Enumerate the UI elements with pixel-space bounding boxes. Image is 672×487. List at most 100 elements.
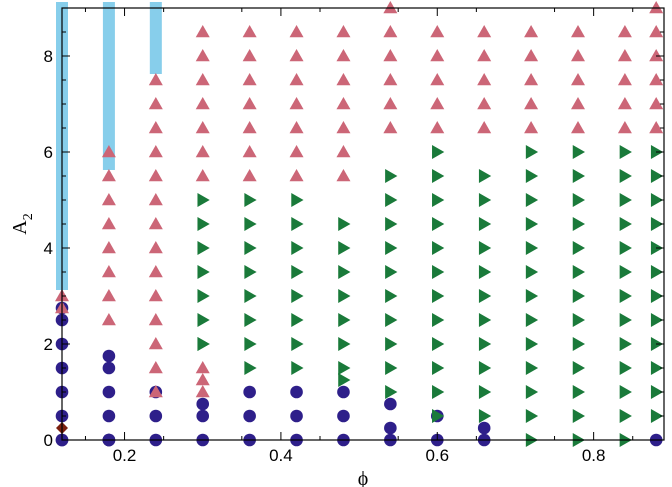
triangle-up-marker bbox=[571, 25, 585, 38]
triangle-up-marker bbox=[617, 73, 632, 86]
triangle-up-marker bbox=[101, 289, 116, 302]
triangle-up-marker bbox=[148, 241, 163, 254]
triangle-right-marker bbox=[650, 169, 664, 183]
triangle-right-marker bbox=[432, 169, 445, 183]
triangle-right-marker bbox=[650, 265, 664, 279]
triangle-right-marker bbox=[572, 169, 585, 183]
triangle-right-marker bbox=[244, 289, 257, 303]
triangle-right-marker bbox=[244, 217, 257, 231]
triangle-up-marker bbox=[148, 145, 163, 158]
triangle-up-marker bbox=[101, 265, 116, 278]
triangle-right-marker bbox=[572, 217, 585, 231]
triangle-right-marker bbox=[650, 289, 664, 303]
triangle-right-marker bbox=[385, 385, 398, 399]
triangle-up-marker bbox=[101, 217, 116, 230]
triangle-right-marker bbox=[432, 217, 445, 231]
triangle-right-marker bbox=[244, 361, 257, 375]
triangle-right-marker bbox=[650, 313, 664, 327]
triangle-up-marker bbox=[148, 265, 163, 278]
circle-marker bbox=[102, 349, 116, 363]
triangle-right-marker bbox=[432, 361, 445, 375]
triangle-right-marker bbox=[572, 337, 585, 351]
triangle-up-marker bbox=[430, 97, 445, 110]
triangle-right-marker bbox=[572, 241, 585, 255]
triangle-right-marker bbox=[525, 409, 539, 423]
triangle-right-marker bbox=[650, 385, 664, 399]
triangle-right-marker bbox=[432, 241, 445, 255]
triangle-up-marker bbox=[148, 385, 163, 398]
x-tick-label: 0.2 bbox=[113, 446, 137, 465]
triangle-up-marker bbox=[336, 97, 351, 110]
triangle-up-marker bbox=[617, 49, 632, 62]
triangle-right-marker bbox=[525, 385, 539, 399]
triangle-up-marker bbox=[477, 121, 492, 134]
square-marker bbox=[102, 14, 115, 26]
triangle-up-marker bbox=[336, 73, 351, 86]
triangle-up-marker bbox=[383, 1, 398, 14]
x-tick-label: 0.4 bbox=[269, 446, 293, 465]
circle-marker bbox=[102, 385, 116, 399]
triangle-up-marker bbox=[195, 121, 210, 134]
triangle-up-marker bbox=[649, 73, 664, 86]
triangle-right-marker bbox=[478, 337, 492, 351]
triangle-up-marker bbox=[477, 97, 492, 110]
triangle-up-marker bbox=[101, 241, 116, 254]
triangle-right-marker bbox=[244, 193, 257, 207]
triangle-right-marker bbox=[197, 313, 210, 327]
triangle-right-marker bbox=[197, 265, 210, 279]
triangle-up-marker bbox=[430, 73, 445, 86]
triangle-right-marker bbox=[619, 289, 632, 303]
square-marker bbox=[149, 14, 162, 26]
triangle-up-marker bbox=[148, 73, 163, 86]
triangle-right-marker bbox=[525, 145, 539, 159]
triangle-up-marker bbox=[289, 25, 304, 38]
triangle-right-marker bbox=[478, 313, 492, 327]
triangle-up-marker bbox=[289, 169, 304, 182]
triangle-up-marker bbox=[148, 361, 163, 374]
triangle-right-marker bbox=[432, 289, 445, 303]
triangle-up-marker bbox=[195, 361, 210, 374]
triangle-right-marker bbox=[572, 361, 585, 375]
triangle-up-marker bbox=[101, 313, 116, 326]
triangle-up-marker bbox=[477, 73, 492, 86]
square-marker bbox=[102, 50, 115, 62]
triangle-right-marker bbox=[432, 337, 445, 351]
triangle-right-marker bbox=[291, 217, 304, 231]
triangle-right-marker bbox=[525, 193, 539, 207]
triangle-up-marker bbox=[649, 97, 664, 110]
triangle-right-marker bbox=[385, 313, 398, 327]
triangle-right-marker bbox=[385, 289, 398, 303]
triangle-right-marker bbox=[432, 265, 445, 279]
triangle-up-marker bbox=[524, 73, 539, 86]
triangle-right-marker bbox=[572, 385, 585, 399]
triangle-right-marker bbox=[619, 169, 632, 183]
triangle-right-marker bbox=[385, 241, 398, 255]
triangle-right-marker bbox=[619, 145, 632, 159]
triangle-up-marker bbox=[477, 49, 492, 62]
triangle-right-marker bbox=[385, 265, 398, 279]
triangle-right-marker bbox=[338, 361, 351, 375]
triangle-right-marker bbox=[338, 289, 351, 303]
triangle-up-marker bbox=[148, 289, 163, 302]
triangle-right-marker bbox=[478, 289, 492, 303]
triangle-right-marker bbox=[338, 373, 351, 387]
circle-marker bbox=[102, 361, 116, 375]
triangle-right-marker bbox=[338, 313, 351, 327]
triangle-up-marker bbox=[383, 97, 398, 110]
triangle-up-marker bbox=[195, 49, 210, 62]
triangle-up-marker bbox=[148, 217, 163, 230]
x-axis-label: ϕ bbox=[358, 468, 369, 487]
triangle-right-marker bbox=[197, 337, 210, 351]
square-marker bbox=[102, 134, 115, 146]
y-axis-label: A2 bbox=[9, 213, 36, 234]
square-marker bbox=[102, 110, 115, 122]
triangle-up-marker bbox=[477, 25, 492, 38]
circle-marker bbox=[290, 385, 303, 399]
circle-marker bbox=[337, 385, 350, 399]
chart-markers bbox=[55, 1, 664, 447]
square-marker bbox=[149, 38, 162, 50]
triangle-up-marker bbox=[649, 49, 664, 62]
triangle-up-marker bbox=[383, 49, 398, 62]
triangle-up-marker bbox=[242, 25, 257, 38]
triangle-right-marker bbox=[244, 265, 257, 279]
